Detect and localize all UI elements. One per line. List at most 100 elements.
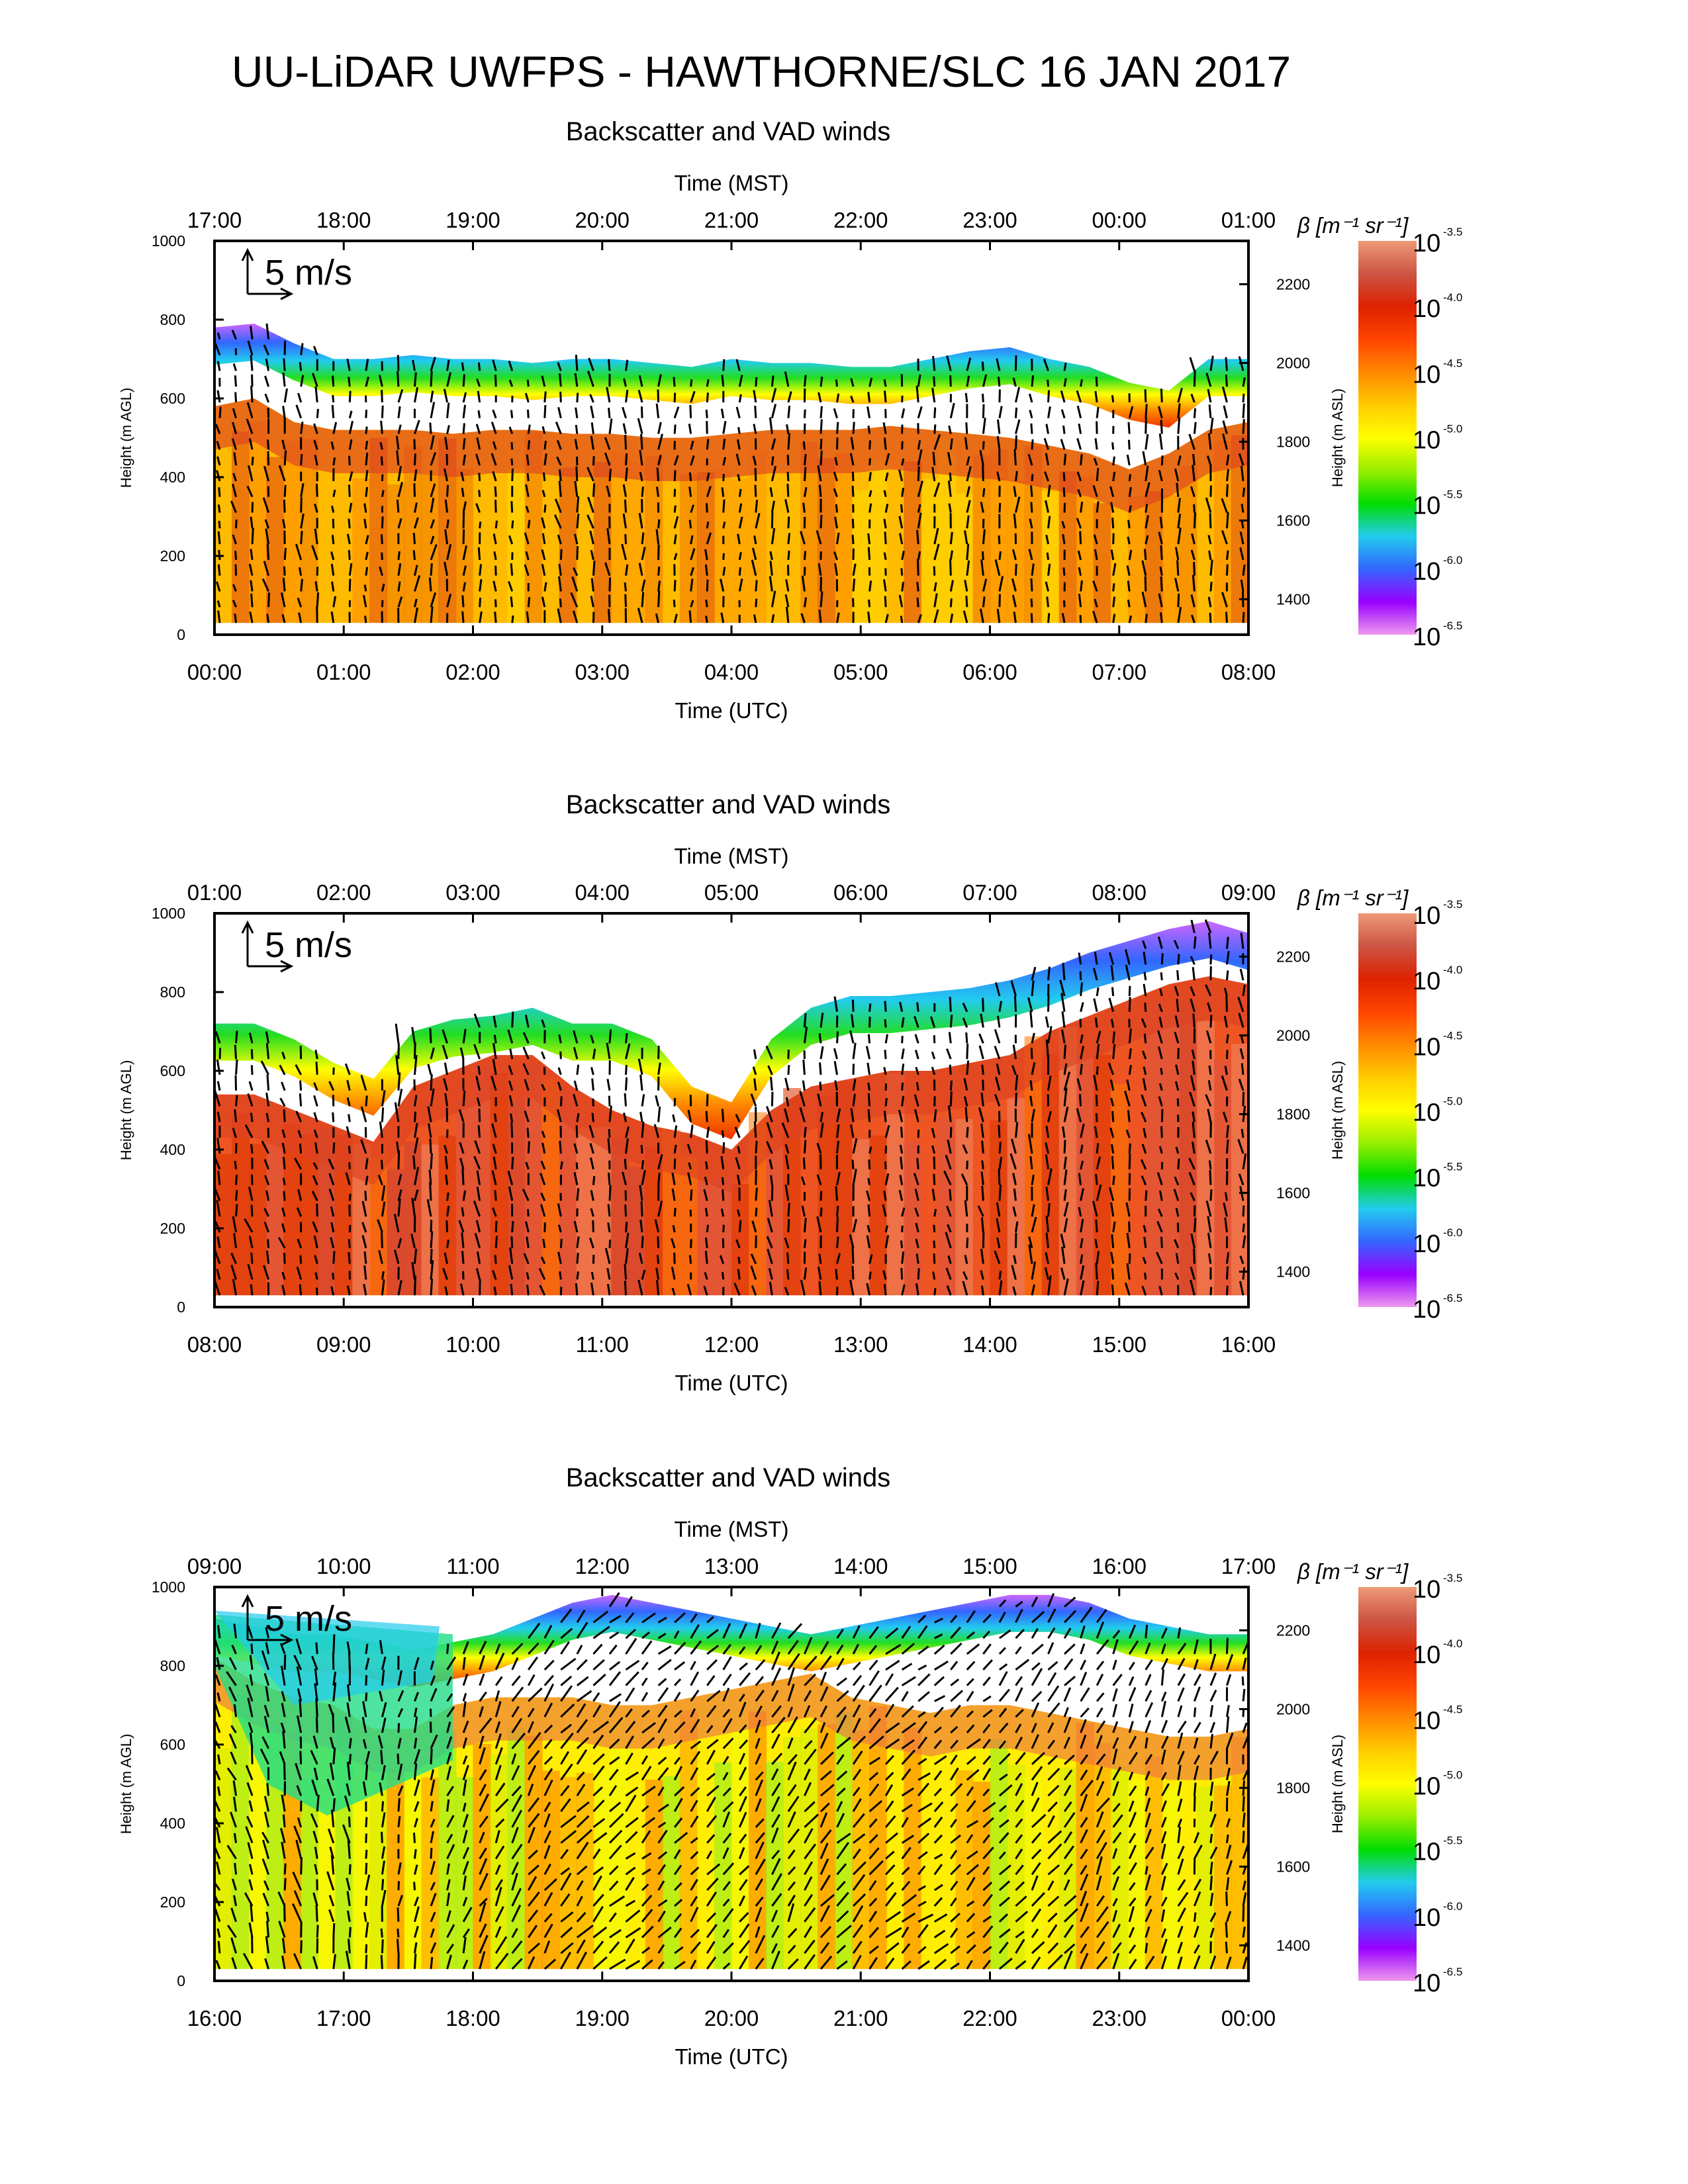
wind-vector bbox=[539, 1285, 546, 1296]
wind-vector bbox=[1031, 563, 1035, 576]
colorbar-tick-label: 10 bbox=[1413, 1904, 1440, 1932]
wind-vector bbox=[606, 1267, 611, 1280]
wind-vector bbox=[657, 1201, 663, 1217]
wind-vector bbox=[459, 1142, 465, 1154]
wind-vector bbox=[295, 1111, 303, 1122]
wind-vector bbox=[462, 438, 466, 450]
wind-vector bbox=[413, 1942, 418, 1954]
wind-vector bbox=[901, 1912, 916, 1923]
wind-vector bbox=[998, 1880, 1011, 1891]
wind-vector bbox=[558, 469, 562, 482]
wind-vector bbox=[411, 1261, 416, 1280]
wind-vector bbox=[787, 1737, 794, 1749]
wind-vector bbox=[868, 490, 872, 498]
wind-vector bbox=[771, 1873, 782, 1891]
wind-vector bbox=[538, 1267, 546, 1280]
wind-vector bbox=[1112, 1175, 1115, 1185]
wind-vector bbox=[365, 1944, 368, 1954]
wind-vector bbox=[787, 1706, 793, 1717]
wind-vector bbox=[1160, 1643, 1166, 1655]
wind-vector bbox=[641, 532, 645, 545]
wind-vector bbox=[1143, 1033, 1147, 1044]
wind-vector bbox=[282, 1156, 286, 1169]
wind-vector bbox=[657, 1687, 669, 1702]
asl-axis-label: Height (m ASL) bbox=[1329, 1061, 1346, 1160]
wind-vector bbox=[261, 1650, 270, 1670]
backscatter-strip bbox=[645, 456, 663, 623]
wind-vector bbox=[573, 1046, 579, 1060]
wind-vector bbox=[560, 1872, 572, 1891]
wind-vector bbox=[1174, 985, 1180, 997]
wind-vector bbox=[1175, 1146, 1180, 1154]
wind-vector bbox=[1080, 1890, 1088, 1907]
wind-vector bbox=[332, 518, 335, 529]
wind-vector bbox=[1175, 1253, 1180, 1264]
wind-vector bbox=[673, 455, 679, 466]
wind-vector bbox=[381, 583, 385, 592]
wind-vector bbox=[1080, 1848, 1088, 1860]
wind-vector bbox=[933, 1253, 936, 1264]
wind-vector bbox=[492, 1144, 497, 1154]
wind-vector bbox=[1047, 1203, 1051, 1217]
wind-vector bbox=[479, 1831, 485, 1844]
wind-vector bbox=[1095, 1263, 1098, 1280]
wind-vector bbox=[609, 1693, 622, 1702]
wind-vector bbox=[868, 1756, 881, 1766]
backscatter-strip bbox=[490, 481, 508, 623]
colorbar-tick-label: 10 bbox=[1413, 230, 1440, 257]
wind-vector bbox=[299, 1093, 303, 1107]
wind-vector bbox=[1192, 453, 1196, 466]
wind-vector bbox=[884, 1784, 894, 1797]
backscatter-strip bbox=[559, 467, 577, 623]
wind-vector bbox=[414, 598, 418, 608]
wind-vector bbox=[511, 1157, 514, 1169]
wind-vector bbox=[331, 404, 335, 418]
wind-vector bbox=[1209, 559, 1213, 576]
wind-vector bbox=[722, 567, 726, 576]
wind-vector bbox=[574, 439, 579, 450]
wind-vector bbox=[1177, 1627, 1182, 1639]
wind-vector bbox=[1031, 1782, 1039, 1796]
wind-vector bbox=[312, 1735, 318, 1749]
wind-vector bbox=[673, 1692, 681, 1702]
wind-vector bbox=[867, 1224, 871, 1233]
wind-vector bbox=[836, 1910, 849, 1923]
wind-vector bbox=[769, 551, 773, 561]
wind-vector bbox=[576, 1865, 588, 1876]
wind-vector bbox=[507, 1029, 514, 1044]
wind-vector bbox=[609, 1661, 621, 1671]
wind-vector bbox=[739, 1833, 747, 1844]
wind-vector bbox=[1112, 1044, 1116, 1060]
wind-vector bbox=[739, 1739, 749, 1749]
wind-vector bbox=[674, 1641, 686, 1655]
wind-vector bbox=[1014, 435, 1017, 450]
wind-vector bbox=[590, 578, 594, 592]
wind-vector bbox=[771, 1717, 786, 1734]
wind-vector bbox=[528, 1925, 538, 1938]
wind-vector bbox=[933, 1156, 936, 1169]
wind-vector bbox=[1015, 1736, 1023, 1749]
wind-vector bbox=[1193, 1218, 1197, 1233]
wind-vector bbox=[430, 371, 433, 387]
wind-vector bbox=[414, 1779, 420, 1796]
wind-vector bbox=[1109, 1127, 1115, 1138]
wind-vector bbox=[1063, 1769, 1073, 1781]
wind-vector bbox=[755, 580, 758, 592]
wind-vector bbox=[1014, 563, 1017, 576]
wind-vector bbox=[673, 1797, 683, 1812]
wind-vector bbox=[267, 451, 270, 466]
wind-vector bbox=[511, 615, 514, 623]
wind-vector bbox=[1159, 567, 1163, 576]
wind-vector bbox=[933, 1676, 945, 1686]
wind-vector bbox=[414, 1692, 420, 1702]
wind-vector bbox=[251, 1934, 254, 1954]
wind-vector bbox=[818, 610, 822, 623]
wind-vector bbox=[688, 486, 692, 497]
wind-vector bbox=[653, 1124, 660, 1138]
asl-tick-label: 2200 bbox=[1276, 948, 1310, 965]
wind-vector bbox=[1242, 403, 1245, 418]
wind-vector bbox=[706, 379, 710, 387]
wind-vector bbox=[473, 1156, 481, 1170]
wind-vector bbox=[527, 1098, 530, 1107]
